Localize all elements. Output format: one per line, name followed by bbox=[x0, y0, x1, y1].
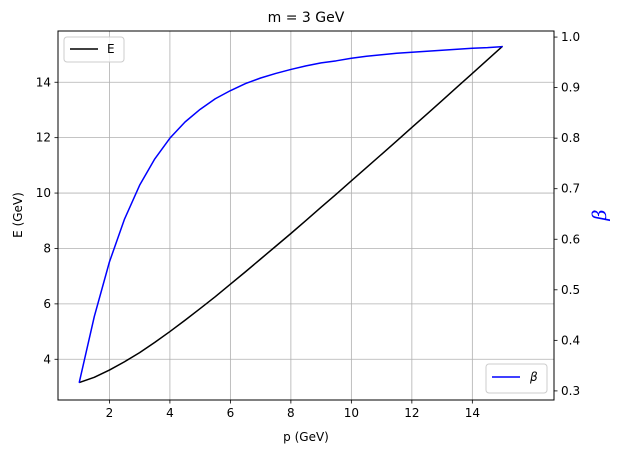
legend-beta-label: β bbox=[529, 370, 538, 384]
y-right-tick-label: 0.9 bbox=[561, 81, 580, 95]
legend-beta: β bbox=[485, 363, 548, 394]
y-right-tick-label: 0.4 bbox=[561, 333, 580, 347]
chart-title: m = 3 GeV bbox=[268, 10, 345, 26]
y-left-tick-label: 4 bbox=[43, 352, 51, 366]
y-left-tick-label: 12 bbox=[36, 131, 51, 145]
x-tick-label: 4 bbox=[166, 406, 174, 420]
y-left-tick-label: 10 bbox=[36, 186, 51, 200]
y-right-tick-label: 1.0 bbox=[561, 30, 580, 44]
series-line-e bbox=[78, 45, 504, 384]
series-line-beta bbox=[78, 45, 503, 383]
x-tick-label: 6 bbox=[227, 406, 235, 420]
grid bbox=[58, 31, 554, 400]
y-axis-right-label: β bbox=[589, 209, 611, 221]
y-left-tick-label: 6 bbox=[43, 297, 51, 311]
x-axis-label: p (GeV) bbox=[283, 430, 329, 444]
plot-frame bbox=[57, 30, 555, 401]
legend-e: E bbox=[63, 36, 125, 63]
x-tick-label: 10 bbox=[344, 406, 359, 420]
x-tick-label: 12 bbox=[404, 406, 419, 420]
y-right-tick-label: 0.3 bbox=[561, 384, 580, 398]
legend-e-label: E bbox=[107, 42, 115, 56]
x-tick-label: 8 bbox=[287, 406, 295, 420]
y-axis-left-label: E (GeV) bbox=[11, 192, 25, 238]
series-layer bbox=[78, 45, 504, 384]
y-right-tick-label: 0.5 bbox=[561, 283, 580, 297]
x-axis: 2 4 6 8 10 12 14 bbox=[106, 400, 480, 420]
y-right-tick-label: 0.8 bbox=[561, 131, 580, 145]
x-tick-label: 14 bbox=[465, 406, 480, 420]
x-tick-label: 2 bbox=[106, 406, 114, 420]
y-right-tick-label: 0.6 bbox=[561, 232, 580, 246]
y-right-tick-label: 0.7 bbox=[561, 182, 580, 196]
y-axis-left: 4 6 8 10 12 14 bbox=[36, 75, 58, 366]
y-left-tick-label: 14 bbox=[36, 75, 51, 89]
legend-beta-frame bbox=[485, 363, 548, 394]
y-axis-right: 0.3 0.4 0.5 0.6 0.7 0.8 0.9 1.0 bbox=[554, 30, 580, 398]
y-left-tick-label: 8 bbox=[43, 241, 51, 255]
